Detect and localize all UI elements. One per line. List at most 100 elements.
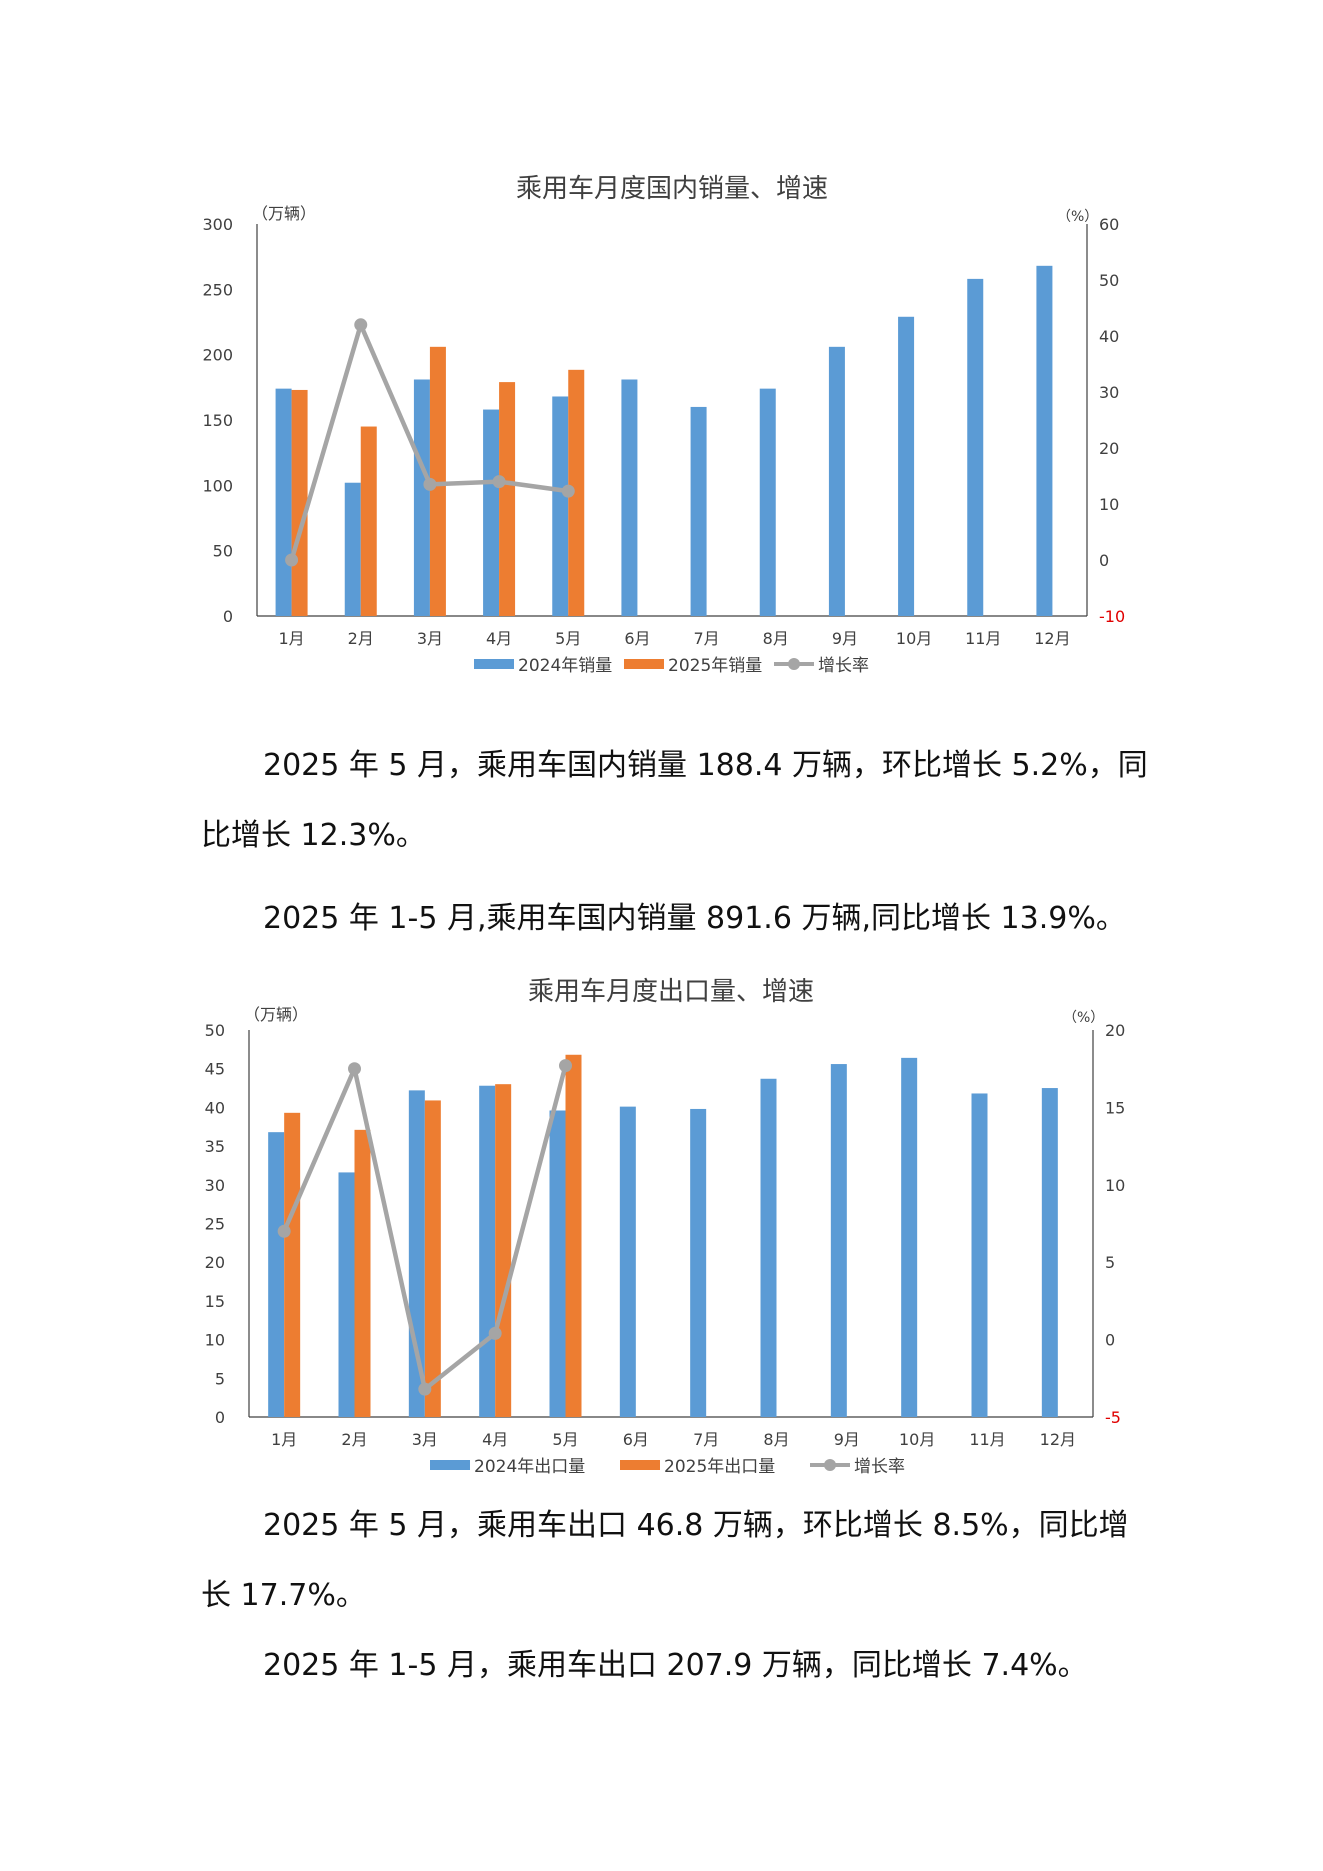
y-tick-label: 300 [202,215,233,234]
bar-2025年出口量 [354,1129,371,1417]
x-tick-label: 12月 [1034,629,1070,648]
legend-swatch [620,1460,660,1470]
y-tick-label: 15 [205,1292,225,1311]
chart-title: 乘用车月度出口量、增速 [528,977,814,1007]
legend-label: 2025年销量 [668,656,762,676]
left-axis-unit: （万辆） [244,1005,308,1024]
bar-2025年销量 [568,369,585,616]
point-增长率 [559,1059,572,1073]
x-tick-label: 12月 [1040,1430,1076,1449]
y2-tick-label: -5 [1105,1408,1121,1427]
legend-swatch-marker [824,1459,836,1471]
bar-2024年销量 [344,482,361,616]
bar-2024年销量 [1036,265,1053,616]
x-tick-label: 3月 [412,1430,438,1449]
bar-2024年销量 [828,346,845,616]
y2-tick-label: 10 [1105,1176,1125,1195]
x-tick-label: 6月 [624,629,650,648]
bar-2024年出口量 [338,1172,355,1417]
bar-2024年出口量 [479,1085,496,1417]
y-tick-label: 5 [215,1369,225,1388]
y-tick-label: 25 [205,1215,225,1234]
y-tick-label: 0 [215,1408,225,1427]
paragraph-export-ytd-text: 2025 年 1-5 月，乘用车出口 207.9 万辆，同比增长 7.4%。 [263,1648,1088,1683]
x-tick-label: 10月 [896,629,932,648]
bar-2025年销量 [429,346,446,616]
x-tick-label: 8月 [763,629,789,648]
legend-swatch-marker [788,658,800,670]
y-tick-label: 40 [205,1098,225,1117]
bar-2024年销量 [413,379,430,616]
right-axis-unit: （%） [1063,1010,1104,1026]
y-tick-label: 0 [223,607,233,626]
x-tick-label: 10月 [899,1430,935,1449]
export-chart-svg: 乘用车月度出口量、增速（万辆） （%）05101520253035404550-5… [205,977,1126,1477]
chart-title: 乘用车月度国内销量、增速 [516,174,828,204]
x-tick-label: 9月 [834,1430,860,1449]
domestic-sales-chart: 乘用车月度国内销量、增速 （万辆） （%） 0 50 100 150 200 250 300 -10… [0,0,1323,690]
y2-tick-label: 5 [1105,1253,1115,1272]
bar-2024年出口量 [760,1078,777,1417]
y-tick-label: 10 [205,1331,225,1350]
y2-tick-label: 10 [1099,495,1119,514]
bar-2024年销量 [967,278,984,616]
bar-2024年出口量 [268,1132,285,1417]
x-tick-label: 5月 [555,629,581,648]
x-tick-label: 6月 [623,1430,649,1449]
paragraph-domestic-may-line2: 比增长 12.3%。 [201,818,426,853]
legend-label: 2025年出口量 [664,1457,775,1477]
x-tick-label: 11月 [969,1430,1005,1449]
left-axis-unit: （万辆） [252,204,316,223]
y-tick-label: 30 [205,1176,225,1195]
point-增长率 [488,1326,502,1340]
bar-2024年销量 [483,409,500,616]
bar-2024年销量 [275,388,292,616]
bar-2025年销量 [360,426,377,616]
legend-swatch [474,659,514,669]
legend-label: 增长率 [854,1457,905,1477]
y2-tick-label: 60 [1099,215,1119,234]
point-增长率 [354,318,368,332]
paragraph-export-may-line2: 长 17.7%。 [201,1578,366,1613]
x-tick-label: 2月 [341,1430,367,1449]
x-tick-label: 9月 [832,629,858,648]
point-增长率 [492,475,506,489]
x-tick-label: 11月 [965,629,1001,648]
y-tick-label: 100 [202,476,233,495]
bar-2024年出口量 [690,1108,707,1417]
y2-tick-label: 50 [1099,271,1119,290]
y-tick-label: 50 [213,542,233,561]
legend-label: 增长率 [818,656,869,676]
bar-2024年出口量 [1041,1088,1058,1417]
bar-2025年出口量 [565,1054,582,1417]
paragraph-export-may-line1: 2025 年 5 月，乘用车出口 46.8 万辆，环比增长 8.5%，同比增 [263,1508,1129,1543]
y-tick-label: 150 [202,411,233,430]
y2-tick-label: 20 [1099,439,1119,458]
export-chart: 乘用车月度出口量、增速 （万辆） （%） 0 5 10 15 20 25 30 35 40 45 50 -5… [0,960,1323,1500]
y2-tick-label: 20 [1105,1021,1125,1040]
bar-2025年出口量 [284,1112,301,1417]
point-增长率 [285,553,299,567]
x-tick-label: 5月 [552,1430,578,1449]
point-增长率 [418,1382,432,1396]
bar-2025年出口量 [495,1084,512,1417]
paragraph-domestic-ytd-text: 2025 年 1-5 月,乘用车国内销量 891.6 万辆,同比增长 13.9%… [263,901,1126,936]
legend-swatch [624,659,664,669]
x-tick-label: 8月 [763,1430,789,1449]
y2-tick-label: 0 [1105,1331,1115,1350]
x-tick-label: 1月 [278,629,304,648]
point-增长率 [277,1224,291,1238]
domestic-sales-chart-svg: 乘用车月度国内销量、增速（万辆） （%）050100150200250300-10… [202,174,1125,676]
bar-2025年销量 [499,382,516,616]
bar-2024年出口量 [830,1064,847,1417]
y2-tick-label: 0 [1099,551,1109,570]
legend-swatch [430,1460,470,1470]
point-增长率 [423,477,437,491]
x-tick-label: 2月 [348,629,374,648]
bar-2024年出口量 [971,1093,988,1417]
y-tick-label: 35 [205,1137,225,1156]
y-tick-label: 20 [205,1253,225,1272]
legend-label: 2024年出口量 [474,1457,585,1477]
y2-tick-label: -10 [1099,607,1125,626]
y2-tick-label: 15 [1105,1098,1125,1117]
